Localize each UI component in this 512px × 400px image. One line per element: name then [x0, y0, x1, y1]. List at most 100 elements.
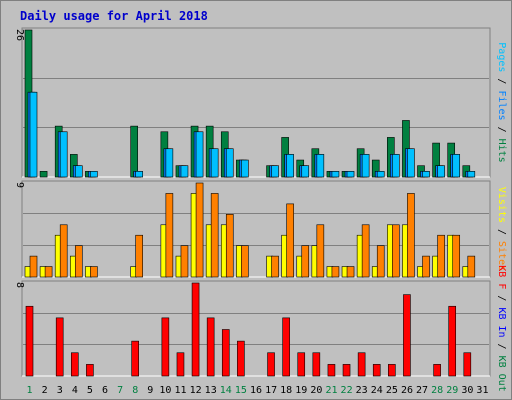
x-tick-label: 4: [72, 385, 78, 396]
bar-sites: [225, 214, 234, 278]
bar-pages: [210, 148, 219, 178]
x-tick-label: 30: [461, 385, 473, 396]
bar-sites: [361, 224, 370, 278]
x-tick-label: 24: [371, 385, 383, 396]
legend-part: /: [496, 121, 507, 139]
y-max-label: 8: [14, 282, 25, 288]
legend-part: KB F: [496, 265, 507, 289]
bar-pages: [225, 148, 234, 178]
bar-pages: [286, 154, 294, 178]
bar-sites: [165, 193, 174, 278]
bar-sites: [195, 182, 204, 278]
legend-part: /: [496, 338, 507, 356]
bar-sites: [271, 255, 279, 278]
bar-pages: [392, 154, 400, 178]
bar-kb: [267, 352, 275, 377]
x-tick-label: 16: [250, 385, 262, 396]
bar-pages: [74, 165, 83, 178]
panel-usage: 26 Pages / Files / Hits: [14, 27, 507, 178]
bar-kb: [221, 329, 230, 377]
x-tick-label: 25: [386, 385, 398, 396]
panel-frame: [21, 280, 491, 377]
bar-pages: [467, 171, 476, 178]
bar-kb: [297, 352, 306, 377]
bar-kb: [206, 317, 215, 377]
bar-pages: [271, 165, 279, 178]
bar-sites: [392, 224, 400, 278]
legend-part: Files: [496, 90, 507, 120]
bar-kb: [372, 364, 381, 377]
bar-sites: [422, 255, 430, 278]
bar-pages: [135, 171, 143, 178]
bar-pages: [422, 171, 430, 178]
x-axis: 1 2 3 4 5 6 7 8 9 10 11 12 13 14 15 16 17 18 19 20 21 22 23 24 2…: [27, 385, 489, 396]
bar-sites: [346, 266, 355, 278]
bar-sites: [331, 266, 340, 278]
bar-sites: [301, 245, 310, 278]
x-tick-label: 20: [310, 385, 322, 396]
bar-sites: [286, 203, 294, 278]
bar-pages: [376, 171, 385, 178]
x-tick-label: 26: [401, 385, 413, 396]
bar-pages: [452, 154, 461, 178]
x-tick-label: 2: [42, 385, 48, 396]
x-tick-label: 31: [476, 385, 488, 396]
panel-frame: [21, 27, 491, 178]
y-max-label: 9: [14, 182, 25, 188]
bar-pages: [301, 165, 310, 178]
x-tick-label: 28: [431, 385, 443, 396]
x-tick-label: 1: [27, 385, 33, 396]
bar-hits: [39, 171, 48, 178]
bar-sites: [90, 266, 98, 278]
bar-sites: [135, 234, 143, 278]
x-tick-label: 27: [416, 385, 428, 396]
legend-part: /: [496, 289, 507, 307]
bar-pages: [361, 154, 370, 178]
bar-kb: [448, 305, 457, 377]
bar-kb: [55, 317, 64, 377]
x-tick-label: 14: [220, 385, 232, 396]
panel-traffic: 8 KB F / KB In / KB Out: [14, 265, 507, 391]
bar-pages: [407, 148, 415, 178]
bar-kb: [70, 352, 79, 377]
x-tick-label: 3: [57, 385, 63, 396]
bar-kb: [25, 305, 34, 377]
bar-sites: [59, 224, 68, 278]
panel-visitors: 9 Visits / Sites: [14, 180, 507, 278]
bar-pages: [165, 148, 174, 178]
right-legend-label: KB F / KB In / KB Out: [496, 265, 507, 391]
bar-pages: [195, 131, 204, 178]
bar-kb: [357, 352, 366, 377]
legend-part: Hits: [496, 139, 507, 163]
bar-pages: [29, 91, 38, 178]
x-tick-label: 6: [102, 385, 108, 396]
x-tick-label: 13: [205, 385, 217, 396]
legend-part: /: [496, 223, 507, 241]
bar-sites: [467, 255, 476, 278]
bar-kb: [237, 340, 245, 377]
chart-title: Daily usage for April 2018: [20, 9, 208, 23]
bar-kb: [282, 317, 290, 377]
bar-pages: [437, 165, 445, 178]
legend-part: /: [496, 72, 507, 90]
bar-pages: [331, 171, 340, 178]
legend-part: Visits: [496, 187, 507, 223]
bar-pages: [346, 171, 355, 178]
legend-part: Sites: [496, 241, 507, 271]
bar-kb: [312, 352, 321, 377]
x-tick-label: 12: [190, 385, 202, 396]
right-legend-label: Visits / Sites: [496, 187, 507, 271]
x-tick-label: 21: [325, 385, 337, 396]
bar-kb: [191, 282, 200, 377]
bar-sites: [29, 255, 38, 278]
bar-sites: [180, 245, 189, 278]
bar-pages: [241, 159, 249, 178]
bar-sites: [376, 245, 385, 278]
bar-pages: [180, 165, 189, 178]
bar-pages: [90, 171, 98, 178]
bar-kb: [388, 364, 396, 377]
legend-part: KB Out: [496, 356, 507, 392]
bar-kb: [342, 364, 351, 377]
x-tick-label: 23: [356, 385, 368, 396]
